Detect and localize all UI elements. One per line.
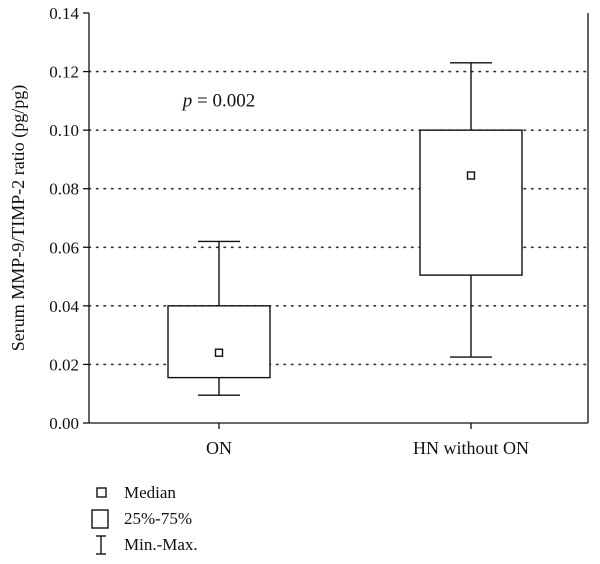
x-tick-labels: ON HN without ON: [206, 423, 529, 458]
p-value-annotation: p = 0.002: [181, 91, 255, 112]
y-tick-label-5: 0.10: [49, 121, 79, 140]
y-axis-title: Serum MMP-9/TIMP-2 ratio (pg/pg): [8, 85, 29, 351]
legend-label-whisker: Min.-Max.: [124, 535, 198, 554]
iqr-box-0: [167, 305, 271, 379]
x-tick-label-0: ON: [206, 438, 232, 458]
axes: [88, 13, 589, 424]
p-value-text: = 0.002: [192, 91, 255, 112]
box-plot: 0.00 0.02 0.04 0.06 0.08 0.10 0.12 0.14 ON HN wi…: [8, 4, 589, 458]
legend-label-box: 25%-75%: [124, 509, 192, 528]
y-tick-label-1: 0.02: [49, 355, 79, 374]
y-tick-label-4: 0.08: [49, 180, 79, 199]
x-tick-label-1: HN without ON: [413, 438, 529, 458]
iqr-box-1: [419, 129, 523, 276]
whisker-icon: [96, 535, 106, 555]
median-marker-0: [214, 348, 224, 357]
y-tick-label-0: 0.00: [49, 414, 79, 433]
legend-label-median: Median: [124, 483, 176, 502]
box-icon: [91, 509, 109, 529]
y-ticks: 0.00 0.02 0.04 0.06 0.08 0.10 0.12 0.14: [49, 4, 89, 433]
y-tick-label-3: 0.06: [49, 238, 79, 257]
median-marker-1: [466, 171, 476, 180]
box-0: [167, 240, 271, 396]
y-tick-label-6: 0.12: [49, 63, 79, 82]
median-marker-icon: [96, 487, 107, 498]
y-tick-label-7: 0.14: [49, 4, 79, 23]
p-symbol: p: [181, 91, 193, 112]
y-tick-label-2: 0.04: [49, 297, 79, 316]
boxes: [167, 62, 523, 396]
box-1: [419, 62, 523, 358]
